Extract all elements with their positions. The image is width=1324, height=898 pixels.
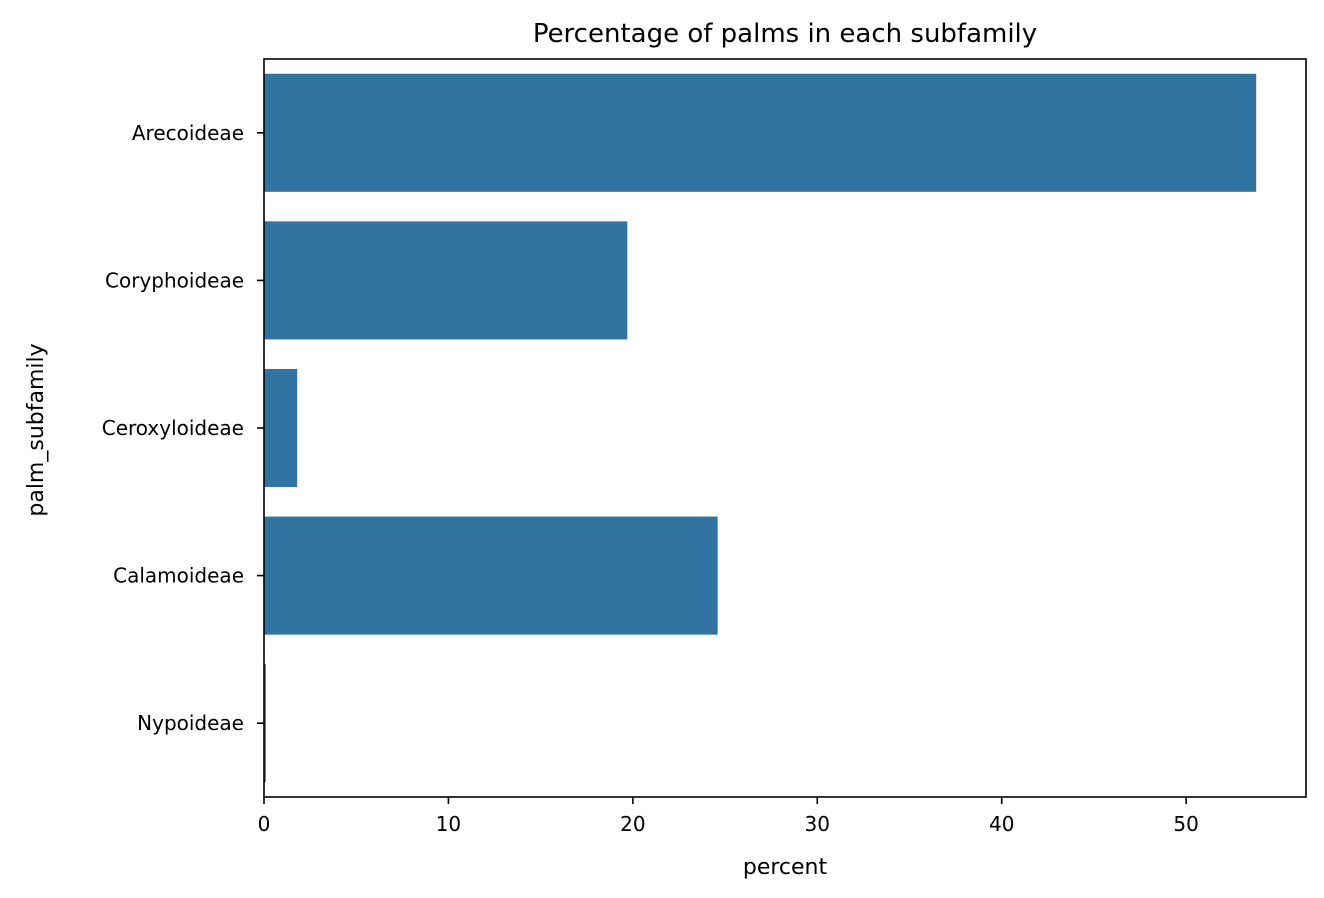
y-tick-label: Arecoideae — [132, 121, 244, 145]
x-axis-ticks: 0 10 20 30 40 50 — [258, 797, 1199, 836]
x-tick-label: 0 — [258, 812, 271, 836]
bar — [264, 516, 718, 635]
y-tick-label: Ceroxyloideae — [102, 416, 244, 440]
y-axis-ticks: Arecoideae Coryphoideae Ceroxyloideae Calam… — [102, 121, 264, 735]
x-tick-label: 20 — [620, 812, 645, 836]
bar — [264, 368, 298, 488]
y-tick-label: Coryphoideae — [105, 268, 244, 292]
bar — [264, 664, 266, 783]
x-tick-label: 10 — [436, 812, 461, 836]
y-axis-label: palm_subfamily — [24, 343, 49, 516]
x-tick-label: 30 — [805, 812, 830, 836]
y-tick-label: Nypoideae — [137, 711, 244, 735]
y-tick-label: Calamoideae — [113, 564, 244, 588]
bars — [264, 73, 1257, 783]
bar — [264, 73, 1257, 192]
x-tick-label: 50 — [1173, 812, 1198, 836]
chart-title: Percentage of palms in each subfamily — [533, 19, 1037, 49]
bar — [264, 221, 628, 340]
x-axis-label: percent — [743, 855, 828, 880]
plot-frame — [263, 58, 1307, 798]
x-tick-label: 40 — [989, 812, 1014, 836]
